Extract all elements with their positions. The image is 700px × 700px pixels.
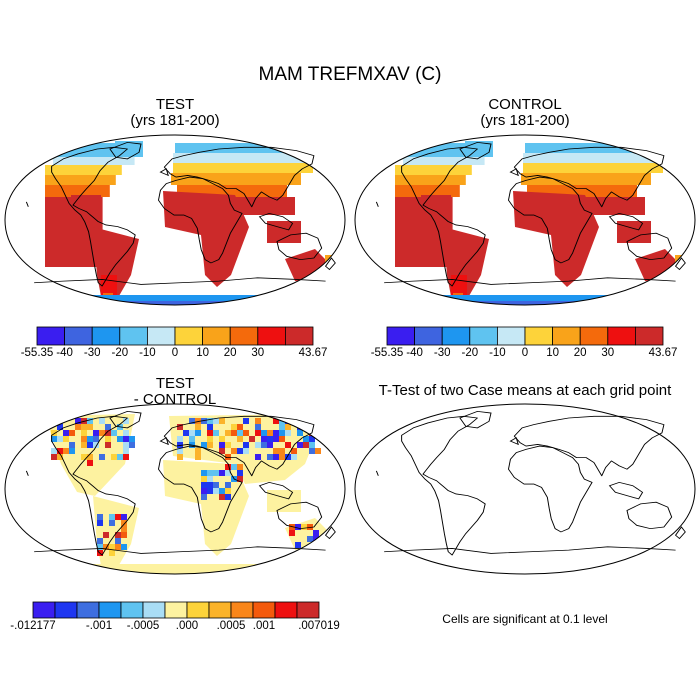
colorbar-label: .007019	[298, 620, 340, 632]
colorbar-swatch	[36, 326, 66, 346]
control-panel-title-line2: (yrs 181-200)	[480, 112, 570, 129]
colorbar-swatch	[120, 601, 144, 619]
colorbar-label: -.0005	[126, 620, 160, 632]
colorbar-label: -55.35	[20, 347, 54, 359]
colorbar-swatch	[414, 326, 443, 346]
colorbar-label: .001	[252, 620, 276, 632]
control-panel-title-line1: CONTROL	[488, 96, 562, 113]
colorbar-label: 20	[223, 347, 237, 359]
colorbar-swatch	[146, 326, 176, 346]
colorbar-label: -.001	[85, 620, 113, 632]
test-colorbar	[36, 326, 314, 346]
diff-panel-title-line1: TEST	[155, 375, 195, 392]
colorbar-swatch	[469, 326, 498, 346]
diff-colorbar	[32, 601, 320, 619]
colorbar-label: 10	[196, 347, 209, 359]
control-map	[354, 134, 696, 306]
colorbar-label: -40	[406, 347, 423, 359]
diff-panel-title: TEST - CONTROL	[75, 376, 275, 408]
colorbar-swatch	[607, 326, 636, 346]
figure-title: MAM TREFMXAV (C)	[258, 64, 442, 85]
colorbar-swatch	[552, 326, 581, 346]
diff-map	[4, 403, 346, 575]
colorbar-swatch	[257, 326, 286, 346]
map-outline	[354, 134, 696, 306]
colorbar-swatch	[119, 326, 148, 346]
ttest-map	[354, 403, 696, 575]
colorbar-label: 0	[521, 347, 529, 359]
colorbar-swatch	[230, 601, 254, 619]
colorbar-swatch	[54, 601, 78, 619]
colorbar-swatch	[386, 326, 416, 346]
colorbar-label: 43.67	[648, 347, 678, 359]
colorbar-swatch	[186, 601, 210, 619]
colorbar-label: 30	[601, 347, 615, 359]
colorbar-label: -40	[56, 347, 73, 359]
control-panel-title: CONTROL (yrs 181-200)	[425, 97, 625, 129]
colorbar-label: -10	[489, 347, 506, 359]
map-outline	[4, 134, 346, 306]
field-cells	[355, 141, 695, 305]
control-colorbar	[386, 326, 664, 346]
test-panel-title-line2: (yrs 181-200)	[130, 112, 220, 129]
colorbar-swatch	[274, 601, 298, 619]
colorbar-label: -20	[461, 347, 479, 359]
colorbar-swatch	[32, 601, 56, 619]
colorbar-swatch	[164, 601, 188, 619]
colorbar-label: .0005	[216, 620, 246, 632]
colorbar-swatch	[284, 326, 314, 346]
ttest-panel-title: T-Test of two Case means at each grid po…	[378, 382, 672, 399]
colorbar-swatch	[64, 326, 93, 346]
colorbar-swatch	[441, 326, 471, 346]
coastlines	[375, 410, 686, 556]
colorbar-label: -30	[433, 347, 451, 359]
colorbar-label: 30	[251, 347, 265, 359]
diff-panel-title-line2: - CONTROL	[133, 391, 217, 408]
map-outline	[354, 403, 696, 575]
colorbar-swatch	[208, 601, 232, 619]
colorbar-swatch	[524, 326, 554, 346]
colorbar-swatch	[252, 601, 276, 619]
colorbar-label: -.012177	[10, 620, 56, 632]
colorbar-swatch	[174, 326, 204, 346]
colorbar-label: 10	[546, 347, 559, 359]
colorbar-swatch	[91, 326, 121, 346]
colorbar-swatch	[579, 326, 609, 346]
colorbar-label: -20	[111, 347, 129, 359]
colorbar-swatch	[142, 601, 166, 619]
colorbar-swatch	[296, 601, 320, 619]
test-panel-title-line1: TEST	[155, 96, 195, 113]
colorbar-swatch	[635, 326, 664, 346]
field-cells	[5, 141, 345, 305]
colorbar-swatch	[496, 326, 526, 346]
colorbar-label: 20	[573, 347, 587, 359]
colorbar-label: -55.35	[370, 347, 404, 359]
test-map	[4, 134, 346, 306]
significance-note: Cells are significant at 0.1 level	[442, 612, 608, 626]
colorbar-swatch	[229, 326, 259, 346]
colorbar-swatch	[98, 601, 122, 619]
colorbar-swatch	[202, 326, 231, 346]
colorbar-label: .000	[175, 620, 199, 632]
colorbar-label: 43.67	[298, 347, 328, 359]
map-outline	[4, 403, 346, 575]
colorbar-label: -30	[83, 347, 101, 359]
colorbar-swatch	[76, 601, 100, 619]
test-panel-title: TEST (yrs 181-200)	[75, 97, 275, 129]
colorbar-label: 0	[171, 347, 179, 359]
colorbar-label: -10	[139, 347, 156, 359]
